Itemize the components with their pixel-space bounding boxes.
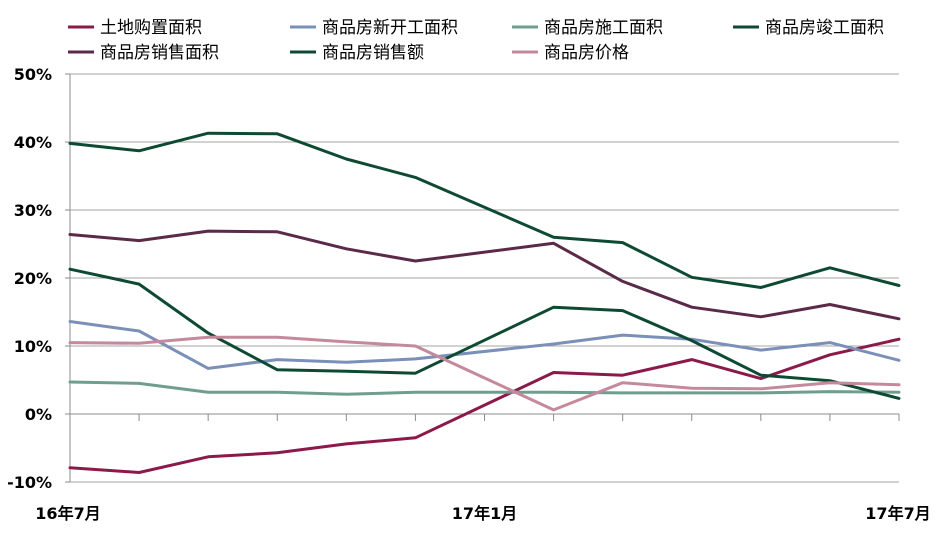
series-line-5 — [68, 131, 901, 289]
series-line-6 — [68, 335, 901, 412]
y-tick-label: 30% — [14, 201, 52, 220]
y-tick-label: 40% — [14, 133, 52, 152]
legend-label-6: 商品房价格 — [544, 43, 629, 63]
series-line-4 — [68, 229, 901, 321]
gridlines — [70, 73, 899, 483]
legend-label-1: 商品房新开工面积 — [322, 18, 458, 38]
series-line-1 — [68, 320, 901, 370]
series-lines — [68, 131, 901, 474]
series-line-3 — [68, 267, 901, 400]
x-tick-label: 17年7月 — [865, 504, 930, 523]
legend-label-2: 商品房施工面积 — [544, 18, 663, 38]
y-tick-label: 50% — [14, 65, 52, 84]
y-tick-label: 20% — [14, 269, 52, 288]
x-tick-label: 17年1月 — [452, 504, 517, 523]
legend-label-4: 商品房销售面积 — [100, 43, 219, 63]
legend-label-5: 商品房销售额 — [322, 43, 424, 63]
x-tick-label: 16年7月 — [35, 504, 100, 523]
legend-label-0: 土地购置面积 — [100, 18, 202, 38]
series-line-0 — [68, 337, 901, 474]
y-axis-tick-labels: 50% 40% 30% 20% 10% 0% -10% — [7, 65, 52, 492]
y-tick-label: -10% — [7, 473, 52, 492]
x-axis-tick-labels: 16年7月 17年1月 17年7月 — [35, 504, 930, 523]
y-tick-label: 10% — [14, 337, 52, 356]
series-line-2 — [68, 380, 901, 396]
legend-label-3: 商品房竣工面积 — [765, 18, 884, 38]
y-tick-label: 0% — [25, 405, 52, 424]
